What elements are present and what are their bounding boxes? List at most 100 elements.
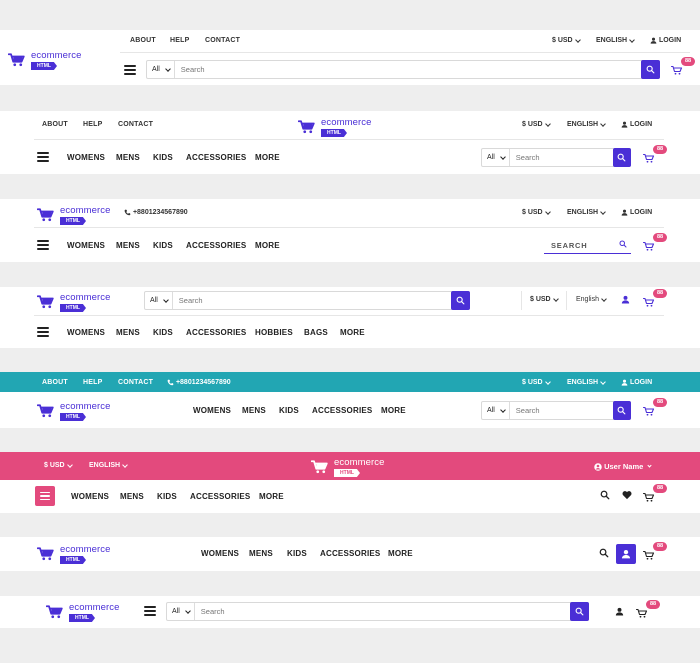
category-select[interactable]: All xyxy=(482,402,510,419)
search-icon[interactable] xyxy=(599,548,609,558)
heart-icon[interactable] xyxy=(622,490,632,500)
user-menu[interactable]: User Name xyxy=(594,462,653,471)
logo[interactable]: ecommerce HTML xyxy=(37,292,117,316)
cart-button[interactable]: 88 xyxy=(671,57,695,81)
about-link[interactable]: ABOUT xyxy=(130,37,156,44)
currency-select[interactable]: $ USD xyxy=(522,120,551,128)
currency-select[interactable]: $ USD xyxy=(44,461,73,469)
language-select[interactable]: ENGLISH xyxy=(567,120,606,128)
search-button[interactable] xyxy=(612,148,631,167)
about-link[interactable]: ABOUT xyxy=(42,379,68,386)
language-select[interactable]: ENGLISH xyxy=(567,208,606,216)
nav-mens[interactable]: MENS xyxy=(116,241,140,250)
cart-button[interactable]: 88 xyxy=(643,542,667,566)
currency-select[interactable]: $ USD xyxy=(552,36,581,44)
help-link[interactable]: HELP xyxy=(170,37,190,44)
menu-icon[interactable] xyxy=(37,152,49,162)
menu-icon[interactable] xyxy=(124,65,136,75)
nav-accessories[interactable]: ACCESSORIES xyxy=(312,406,373,415)
nav-womens[interactable]: WOMENS xyxy=(67,153,106,162)
nav-more[interactable]: MORE xyxy=(255,241,280,250)
language-select[interactable]: English xyxy=(576,295,607,303)
nav-mens[interactable]: MENS xyxy=(116,328,140,337)
cart-button[interactable]: 88 xyxy=(643,484,667,508)
nav-more[interactable]: MORE xyxy=(340,328,365,337)
login-link[interactable]: LOGIN xyxy=(621,209,652,216)
menu-button[interactable] xyxy=(35,486,55,506)
nav-womens[interactable]: WOMENS xyxy=(193,406,232,415)
login-link[interactable]: LOGIN xyxy=(621,379,652,386)
about-link[interactable]: ABOUT xyxy=(42,121,68,128)
currency-select[interactable]: $ USD xyxy=(522,378,551,386)
logo[interactable]: ecommerce HTML xyxy=(298,117,378,141)
cart-button[interactable]: 88 xyxy=(643,289,667,313)
nav-kids[interactable]: KIDS xyxy=(157,492,177,501)
search-icon[interactable] xyxy=(619,240,627,248)
search-input[interactable] xyxy=(509,153,613,162)
user-icon[interactable] xyxy=(621,295,630,304)
language-select[interactable]: ENGLISH xyxy=(567,378,606,386)
logo[interactable]: ecommerce HTML xyxy=(8,50,88,74)
menu-icon[interactable] xyxy=(37,240,49,250)
search-button[interactable] xyxy=(570,602,589,621)
nav-kids[interactable]: KIDS xyxy=(153,153,173,162)
cart-button[interactable]: 88 xyxy=(643,233,667,257)
nav-more[interactable]: MORE xyxy=(255,153,280,162)
contact-link[interactable]: CONTACT xyxy=(205,37,241,44)
category-select[interactable]: All xyxy=(147,61,175,78)
nav-more[interactable]: MORE xyxy=(381,406,406,415)
language-select[interactable]: ENGLISH xyxy=(89,461,128,469)
search-button[interactable] xyxy=(612,401,631,420)
login-link[interactable]: LOGIN xyxy=(621,121,652,128)
help-link[interactable]: HELP xyxy=(83,121,103,128)
search-icon[interactable] xyxy=(600,490,610,500)
nav-more[interactable]: MORE xyxy=(259,492,284,501)
nav-mens[interactable]: MENS xyxy=(242,406,266,415)
menu-icon[interactable] xyxy=(37,327,49,337)
language-select[interactable]: ENGLISH xyxy=(596,36,635,44)
nav-more[interactable]: MORE xyxy=(388,549,413,558)
logo[interactable]: ecommerce HTML xyxy=(311,457,391,481)
nav-accessories[interactable]: ACCESSORIES xyxy=(190,492,251,501)
search-input[interactable] xyxy=(172,296,451,305)
nav-hobbies[interactable]: HOBBIES xyxy=(255,328,293,337)
nav-kids[interactable]: KIDS xyxy=(287,549,307,558)
nav-kids[interactable]: KIDS xyxy=(153,241,173,250)
nav-bags[interactable]: BAGS xyxy=(304,328,328,337)
nav-accessories[interactable]: ACCESSORIES xyxy=(186,153,247,162)
account-button[interactable] xyxy=(616,544,636,564)
search-underline-field[interactable]: SEARCH xyxy=(544,235,631,254)
nav-womens[interactable]: WOMENS xyxy=(67,328,106,337)
cart-button[interactable]: 88 xyxy=(636,600,660,624)
category-select[interactable]: All xyxy=(145,292,173,309)
currency-select[interactable]: $ USD xyxy=(530,295,559,303)
nav-accessories[interactable]: ACCESSORIES xyxy=(320,549,381,558)
help-link[interactable]: HELP xyxy=(83,379,103,386)
search-input[interactable] xyxy=(509,406,613,415)
currency-select[interactable]: $ USD xyxy=(522,208,551,216)
nav-womens[interactable]: WOMENS xyxy=(71,492,110,501)
nav-mens[interactable]: MENS xyxy=(120,492,144,501)
cart-button[interactable]: 88 xyxy=(643,398,667,422)
nav-kids[interactable]: KIDS xyxy=(153,328,173,337)
search-button[interactable] xyxy=(641,60,660,79)
nav-mens[interactable]: MENS xyxy=(116,153,140,162)
nav-accessories[interactable]: ACCESSORIES xyxy=(186,328,247,337)
contact-link[interactable]: CONTACT xyxy=(118,379,154,386)
menu-icon[interactable] xyxy=(144,606,156,616)
nav-womens[interactable]: WOMENS xyxy=(67,241,106,250)
cart-button[interactable]: 88 xyxy=(643,145,667,169)
user-icon[interactable] xyxy=(615,607,624,616)
category-select[interactable]: All xyxy=(167,603,195,620)
nav-kids[interactable]: KIDS xyxy=(279,406,299,415)
search-button[interactable] xyxy=(451,291,470,310)
logo[interactable]: ecommerce HTML xyxy=(37,205,117,229)
logo[interactable]: ecommerce HTML xyxy=(46,602,126,626)
nav-accessories[interactable]: ACCESSORIES xyxy=(186,241,247,250)
contact-link[interactable]: CONTACT xyxy=(118,121,154,128)
nav-mens[interactable]: MENS xyxy=(249,549,273,558)
logo[interactable]: ecommerce HTML xyxy=(37,544,117,568)
nav-womens[interactable]: WOMENS xyxy=(201,549,240,558)
logo[interactable]: ecommerce HTML xyxy=(37,401,117,425)
search-input[interactable] xyxy=(194,607,570,616)
